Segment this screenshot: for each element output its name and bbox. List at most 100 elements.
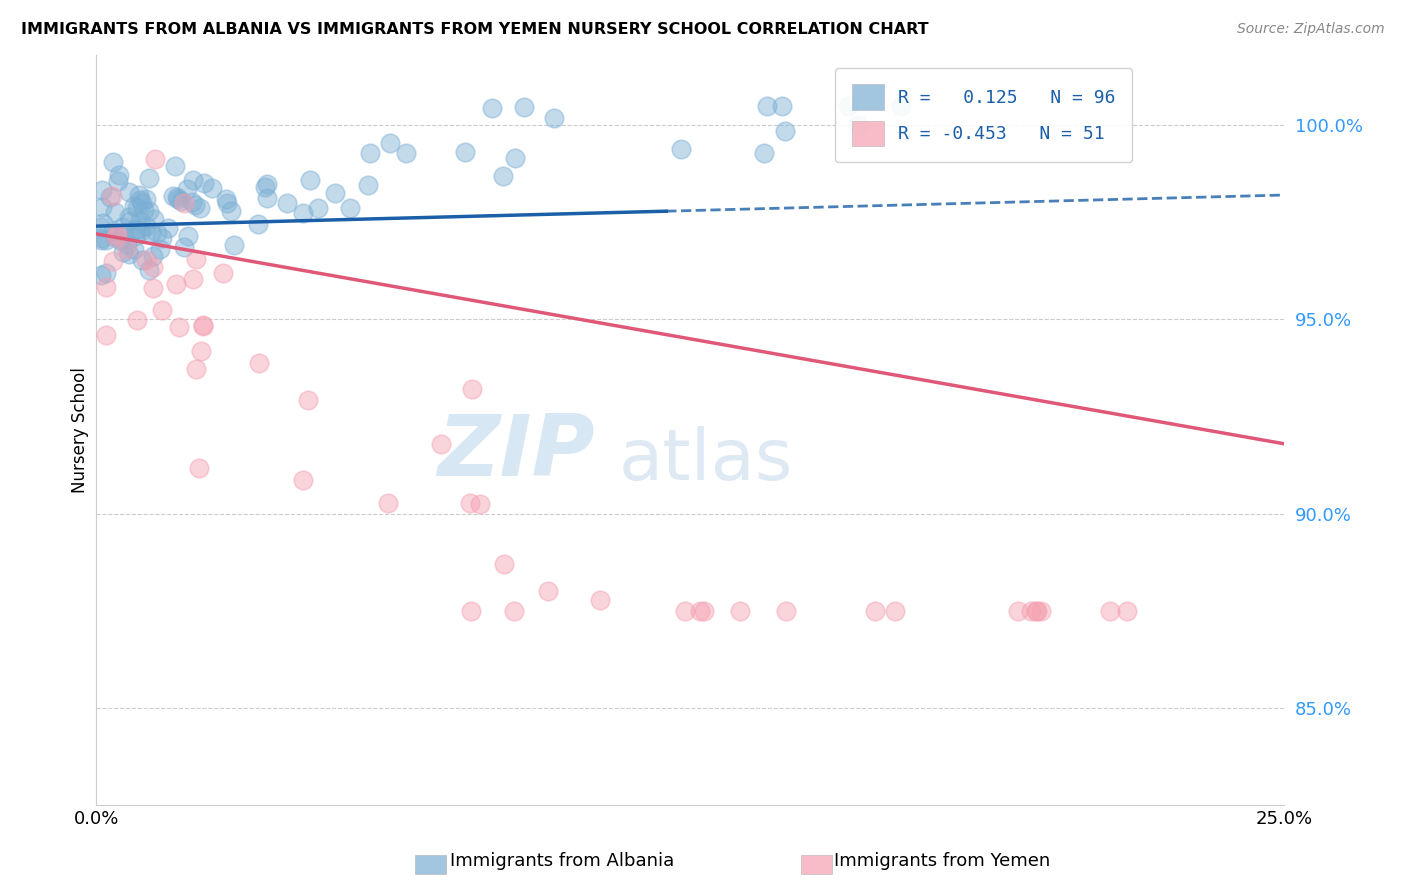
- Point: [193, 177, 215, 191]
- Point: [96, 233, 118, 247]
- Point: [170, 194, 193, 209]
- Point: [673, 604, 696, 618]
- Point: [884, 604, 907, 618]
- Point: [188, 460, 211, 475]
- Point: [149, 242, 172, 256]
- Point: [184, 198, 207, 212]
- Point: [117, 247, 139, 261]
- Point: [138, 204, 160, 219]
- Point: [513, 100, 536, 114]
- Point: [104, 230, 127, 244]
- Point: [90, 231, 112, 245]
- Point: [173, 195, 195, 210]
- Point: [215, 192, 238, 206]
- Point: [770, 98, 793, 112]
- Point: [890, 98, 912, 112]
- Point: [186, 252, 208, 266]
- Point: [190, 201, 212, 215]
- Text: Immigrants from Yemen: Immigrants from Yemen: [834, 852, 1050, 870]
- Point: [103, 254, 125, 268]
- Point: [502, 604, 524, 618]
- Point: [124, 229, 146, 244]
- Point: [127, 201, 149, 215]
- Point: [357, 178, 380, 193]
- Point: [307, 201, 329, 215]
- Point: [191, 318, 214, 333]
- Point: [297, 392, 319, 407]
- Point: [394, 145, 416, 160]
- Point: [276, 195, 298, 210]
- Point: [162, 188, 184, 202]
- Y-axis label: Nursery School: Nursery School: [72, 368, 89, 493]
- Point: [166, 190, 188, 204]
- Point: [201, 181, 224, 195]
- Point: [256, 177, 278, 191]
- Point: [378, 136, 401, 151]
- Point: [775, 604, 797, 618]
- Point: [150, 231, 173, 245]
- Point: [131, 253, 153, 268]
- Point: [481, 101, 503, 115]
- Point: [219, 203, 242, 218]
- Point: [461, 382, 484, 396]
- Point: [454, 145, 477, 159]
- Text: Source: ZipAtlas.com: Source: ZipAtlas.com: [1237, 22, 1385, 37]
- Point: [1007, 604, 1029, 618]
- Point: [430, 437, 453, 451]
- Point: [191, 318, 214, 333]
- Point: [863, 604, 886, 618]
- Point: [90, 233, 112, 247]
- Point: [494, 557, 516, 571]
- Point: [186, 362, 208, 376]
- Point: [115, 236, 138, 251]
- Point: [323, 186, 346, 200]
- Point: [112, 226, 135, 240]
- Point: [90, 200, 112, 214]
- Point: [589, 593, 612, 607]
- Point: [94, 280, 117, 294]
- Point: [145, 227, 167, 241]
- Point: [96, 266, 118, 280]
- Point: [222, 238, 245, 252]
- Point: [176, 182, 198, 196]
- Point: [253, 180, 276, 194]
- Point: [163, 159, 186, 173]
- Point: [217, 196, 239, 211]
- Point: [131, 195, 153, 210]
- Point: [460, 604, 482, 618]
- Point: [120, 213, 142, 227]
- Point: [167, 192, 190, 206]
- Point: [138, 171, 160, 186]
- Point: [693, 604, 716, 618]
- Point: [111, 245, 134, 260]
- Point: [468, 497, 491, 511]
- Point: [104, 230, 127, 244]
- Point: [1025, 604, 1047, 618]
- Point: [212, 266, 235, 280]
- Point: [127, 312, 149, 326]
- Point: [190, 343, 212, 358]
- Point: [298, 172, 321, 186]
- Point: [181, 194, 204, 209]
- Point: [128, 188, 150, 202]
- Point: [98, 190, 121, 204]
- Point: [90, 268, 112, 282]
- Point: [138, 263, 160, 277]
- Point: [173, 240, 195, 254]
- Point: [246, 217, 269, 231]
- Point: [543, 111, 565, 125]
- Point: [101, 189, 124, 203]
- Point: [122, 199, 145, 213]
- Point: [1098, 604, 1121, 618]
- Point: [837, 98, 859, 112]
- Point: [142, 211, 165, 226]
- Point: [118, 185, 141, 199]
- Point: [165, 277, 187, 291]
- Point: [142, 260, 165, 275]
- Point: [167, 320, 190, 334]
- Point: [135, 219, 157, 233]
- Point: [492, 169, 515, 183]
- Point: [752, 146, 775, 161]
- Point: [134, 202, 156, 217]
- Point: [90, 220, 112, 235]
